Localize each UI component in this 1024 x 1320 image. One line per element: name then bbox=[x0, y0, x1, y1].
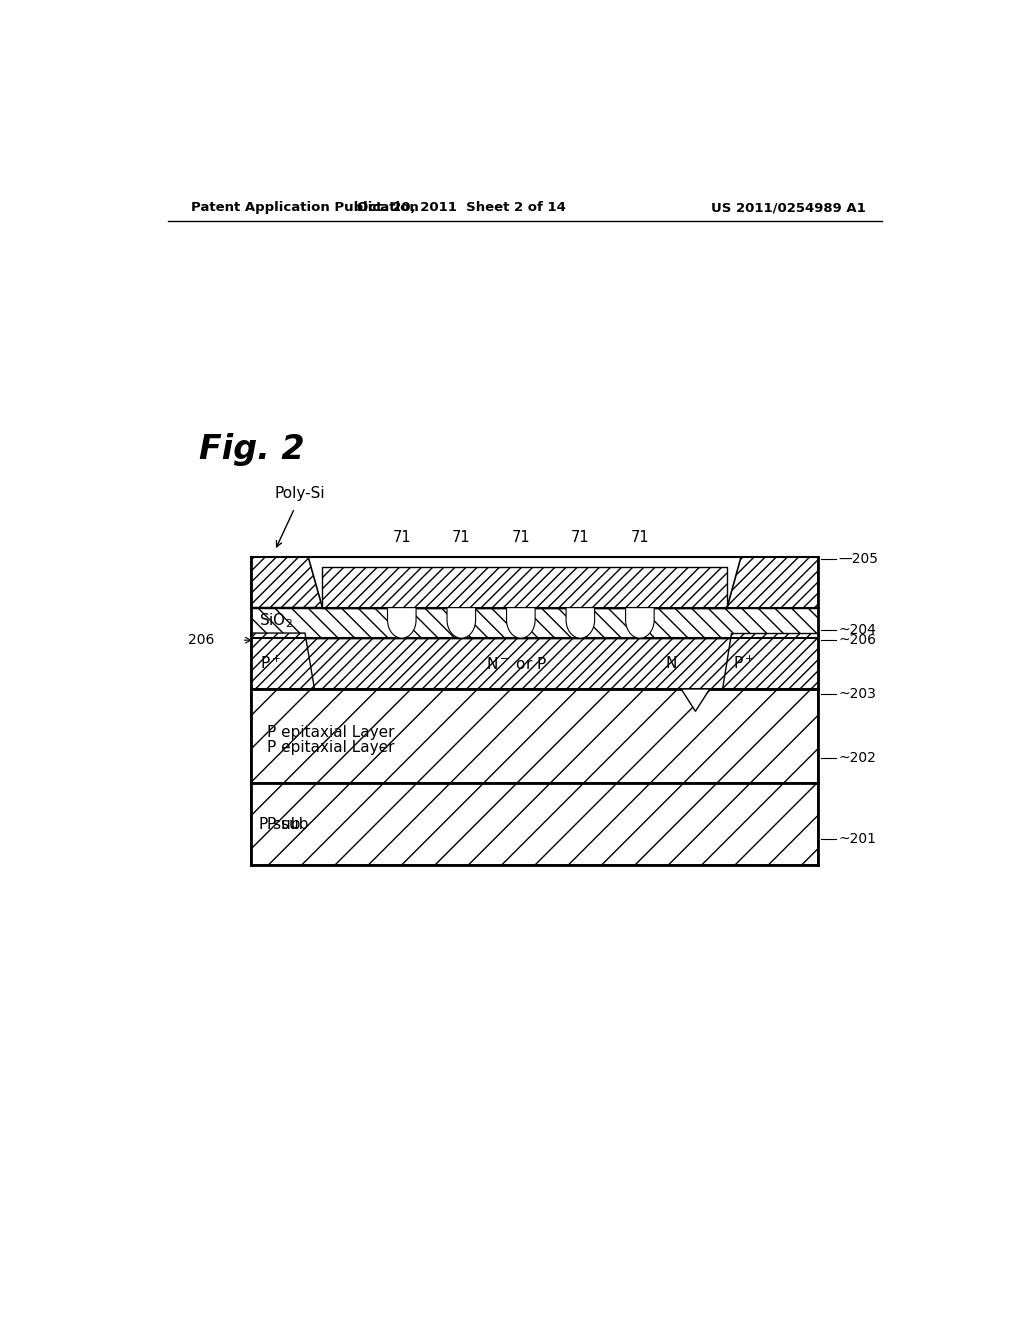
Polygon shape bbox=[681, 689, 710, 711]
Text: Fig. 2: Fig. 2 bbox=[200, 433, 305, 466]
Polygon shape bbox=[722, 634, 818, 689]
Text: ~202: ~202 bbox=[839, 751, 877, 766]
Polygon shape bbox=[387, 607, 416, 638]
Text: P sub: P sub bbox=[267, 817, 308, 832]
Text: 71: 71 bbox=[512, 529, 530, 545]
Polygon shape bbox=[251, 634, 314, 689]
Text: ~204: ~204 bbox=[839, 623, 877, 638]
Bar bbox=[323, 568, 727, 607]
Bar bbox=[251, 638, 818, 689]
Text: US 2011/0254989 A1: US 2011/0254989 A1 bbox=[712, 201, 866, 214]
Text: SiO$_2$: SiO$_2$ bbox=[259, 611, 293, 630]
Polygon shape bbox=[566, 607, 595, 638]
Text: P sub: P sub bbox=[259, 817, 300, 832]
Text: 71: 71 bbox=[452, 529, 471, 545]
Polygon shape bbox=[727, 557, 818, 607]
Polygon shape bbox=[251, 557, 323, 607]
Text: N: N bbox=[666, 656, 677, 671]
Polygon shape bbox=[507, 607, 536, 638]
Text: Poly-Si: Poly-Si bbox=[274, 486, 326, 500]
Text: P epitaxial Layer: P epitaxial Layer bbox=[267, 741, 394, 755]
Text: P epitaxial Layer: P epitaxial Layer bbox=[267, 725, 394, 741]
Text: ~206: ~206 bbox=[839, 634, 877, 647]
Text: ~203: ~203 bbox=[839, 686, 877, 701]
Polygon shape bbox=[447, 607, 475, 638]
Text: 71: 71 bbox=[571, 529, 590, 545]
Text: —205: —205 bbox=[839, 552, 879, 566]
Text: P$^+$: P$^+$ bbox=[260, 655, 282, 672]
Text: Oct. 20, 2011  Sheet 2 of 14: Oct. 20, 2011 Sheet 2 of 14 bbox=[357, 201, 565, 214]
Polygon shape bbox=[626, 607, 654, 638]
Text: 71: 71 bbox=[392, 529, 411, 545]
Bar bbox=[251, 689, 818, 784]
Text: 206: 206 bbox=[187, 634, 214, 647]
Text: N$^-$ or P: N$^-$ or P bbox=[486, 656, 548, 672]
Text: 71: 71 bbox=[631, 529, 649, 545]
Bar bbox=[251, 784, 818, 865]
Text: P$^+$: P$^+$ bbox=[733, 655, 755, 672]
Text: P epitaxial Layer: P epitaxial Layer bbox=[267, 725, 394, 741]
Text: Patent Application Publication: Patent Application Publication bbox=[191, 201, 419, 214]
Text: ~201: ~201 bbox=[839, 833, 877, 846]
Bar bbox=[251, 607, 818, 638]
